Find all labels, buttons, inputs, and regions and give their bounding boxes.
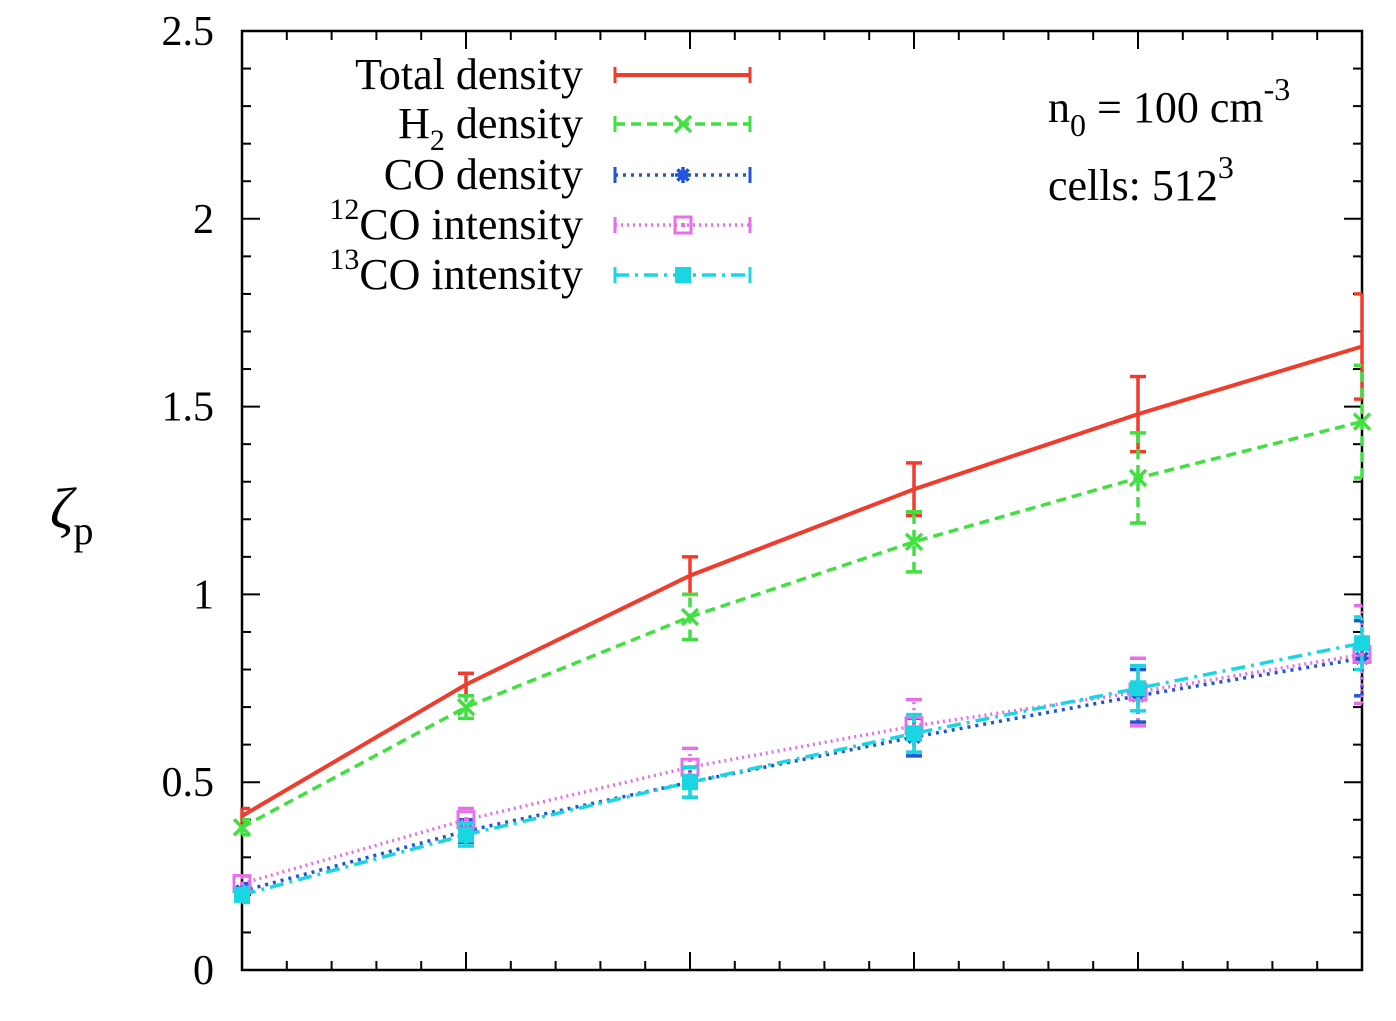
y-tick-label: 1.5 (162, 385, 215, 431)
data-point-marker-dot (1360, 652, 1364, 657)
y-tick-label: 2.5 (162, 9, 215, 55)
annotation-cells: cells: 5123 (1048, 149, 1234, 210)
series-12co-intensity (232, 603, 1372, 894)
y-ticks: 0 0.5 1 1.5 2 2.5 (162, 9, 1362, 994)
data-point-marker-dot (464, 817, 468, 822)
legend-label: 12CO intensity (329, 193, 583, 249)
data-point-marker (680, 607, 700, 627)
series-h2-density (232, 363, 1372, 837)
series-group (232, 292, 1372, 905)
legend-label-main: CO intensity (359, 250, 583, 299)
data-point-marker (673, 215, 693, 235)
data-point-marker-dot (681, 223, 685, 227)
legend-label-sup: 13 (329, 243, 359, 276)
data-point-marker (1130, 680, 1146, 697)
data-point-marker (234, 886, 250, 903)
legend-label-rest: density (445, 99, 583, 148)
data-point-marker (232, 818, 252, 837)
legend-label-main: CO intensity (359, 200, 583, 249)
y-tick-label: 2 (193, 197, 214, 243)
y-tick-label: 1 (193, 572, 214, 618)
x-ticks (241, 31, 1363, 970)
axes-frame (240, 29, 1364, 972)
data-point-marker (675, 167, 691, 183)
series-co-density (234, 618, 1370, 901)
y-tick-label: 0.5 (162, 760, 215, 806)
data-point-marker (1354, 635, 1370, 652)
legend-item-total-density: Total density (355, 50, 752, 99)
legend-label: 13CO intensity (329, 243, 583, 299)
y-axis-label: ζp (50, 476, 93, 553)
series-total-density (240, 292, 1364, 826)
legend-label: CO density (384, 150, 583, 199)
y-tick-label: 0 (193, 948, 214, 994)
series-line (241, 656, 1363, 893)
data-point-marker (1352, 412, 1372, 431)
series-line (241, 419, 1363, 829)
data-point-marker (675, 267, 691, 283)
legend-item-12co-intensity: 12CO intensity (329, 193, 752, 249)
series-line (240, 344, 1363, 818)
series-13co-intensity (234, 615, 1370, 905)
data-point-marker (456, 697, 476, 717)
legend-label: H2 density (398, 99, 583, 157)
data-point-marker (904, 532, 924, 552)
legend-item-co-density: CO density (384, 150, 752, 199)
series-line (241, 641, 1363, 897)
data-point-marker (673, 114, 693, 134)
legend-item-h2-density: H2 density (398, 99, 752, 157)
data-point-marker (682, 774, 698, 791)
series-line (241, 652, 1363, 886)
legend-label-sup: 12 (329, 193, 359, 226)
data-point-marker (458, 826, 474, 843)
data-point-marker (906, 725, 922, 742)
plot-frame (240, 29, 1364, 972)
data-point-marker (1128, 468, 1148, 488)
legend-label-main: H (398, 99, 430, 148)
data-point-marker-dot (240, 881, 244, 886)
annotation-n0: n0 = 100 cm-3 (1048, 71, 1290, 143)
legend-label: Total density (355, 50, 583, 99)
legend-label-sub: 2 (430, 124, 445, 157)
legend-item-13co-intensity: 13CO intensity (329, 243, 752, 299)
